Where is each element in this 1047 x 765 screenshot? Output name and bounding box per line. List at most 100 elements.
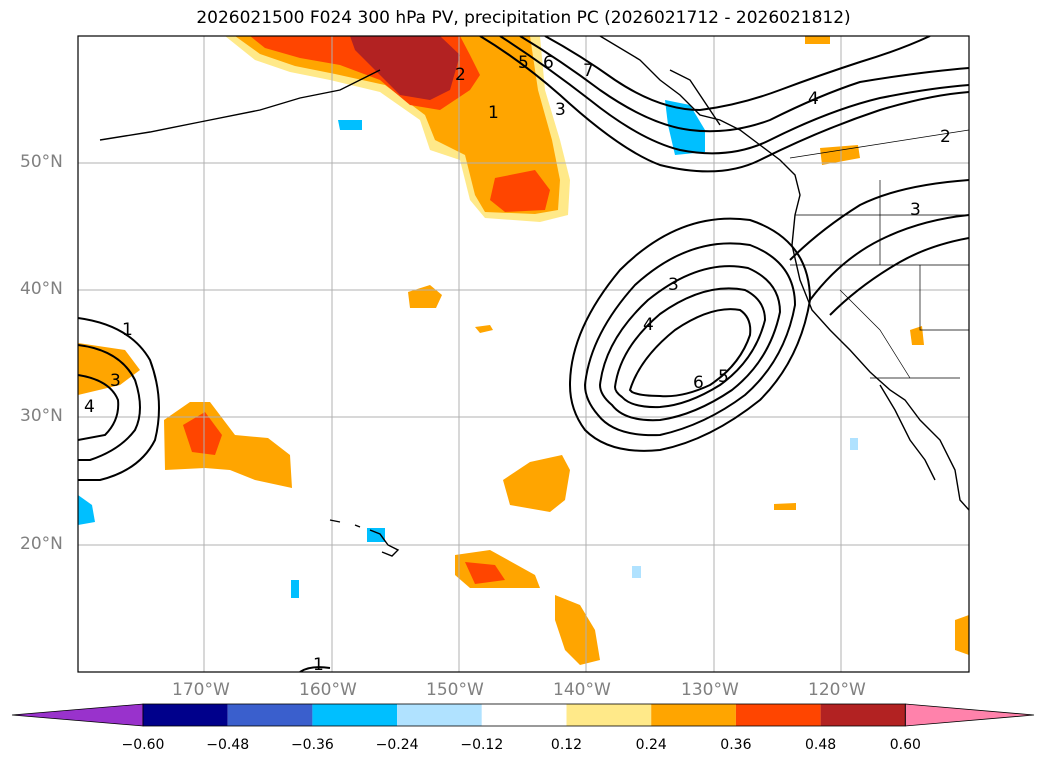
lat-label-30: 30°N xyxy=(20,406,63,426)
precip-neg-2 xyxy=(338,120,362,130)
precip-blob-1 xyxy=(408,285,442,308)
colorbar-tick-label: −0.12 xyxy=(460,737,504,753)
colorbar-tick-label: −0.24 xyxy=(375,737,419,753)
border-canada-us xyxy=(789,129,969,159)
contour-labels: 1 2 3 5 6 7 4 2 3 3 4 6 5 1 3 4 1 xyxy=(84,53,951,675)
pv-contour-west-3 xyxy=(78,374,120,441)
pv-contours xyxy=(78,36,969,672)
contour-label: 4 xyxy=(84,397,95,417)
colorbar-segment xyxy=(312,704,398,726)
lon-label-170w: 170°W xyxy=(172,680,230,700)
contour-label: 3 xyxy=(668,275,679,295)
colorbar-tick-label: 0.36 xyxy=(720,737,752,753)
lon-label-150w: 150°W xyxy=(426,680,484,700)
pv-contour-jet-1 xyxy=(479,36,969,173)
precip-blob-3-core xyxy=(183,412,222,455)
pv-contour-cutoff-5 xyxy=(628,308,752,398)
colorbar-extend-low xyxy=(11,703,144,727)
precip-neg-1 xyxy=(665,100,705,155)
pv-contour-cutoff-1 xyxy=(568,217,812,452)
precip-blob-5-core xyxy=(465,562,505,584)
lat-label-20: 20°N xyxy=(20,534,63,554)
colorbar-tick-label: −0.36 xyxy=(290,737,334,753)
lat-label-50: 50°N xyxy=(20,152,63,172)
colorbar-segment xyxy=(651,704,736,726)
coast-baja xyxy=(879,384,936,481)
border-states-5 xyxy=(839,289,911,379)
contour-label: 4 xyxy=(808,89,819,109)
map-frame xyxy=(77,35,970,673)
lon-label-120w: 120°W xyxy=(808,680,866,700)
pv-contour-cutoff-4 xyxy=(613,287,767,409)
colorbar-tick-label: 0.24 xyxy=(635,737,667,753)
colorbar-extend-high xyxy=(904,703,1035,727)
colorbar-segment xyxy=(481,704,567,726)
contour-label: 1 xyxy=(122,320,133,340)
pv-contour-jet-4 xyxy=(544,36,931,112)
colorbar-segments xyxy=(11,703,1035,727)
pv-contour-cutoff-3 xyxy=(598,265,782,422)
precip-neg-6 xyxy=(632,566,641,578)
precip-blob-e2 xyxy=(955,615,969,655)
contour-label: 5 xyxy=(518,53,529,73)
colorbar-segment xyxy=(397,704,482,726)
precip-neg-7 xyxy=(850,438,858,450)
coast-hawaii xyxy=(329,519,400,557)
contour-label: 5 xyxy=(718,367,729,387)
precip-area-gulf-alaska-mid xyxy=(235,36,560,214)
pv-contour-south-2 xyxy=(809,214,969,301)
precip-area-core xyxy=(490,170,550,212)
precip-blob-4 xyxy=(503,455,570,512)
precip-blob-e1 xyxy=(820,145,860,165)
pv-contour-jet-3 xyxy=(519,36,969,133)
precip-blob-6 xyxy=(555,595,600,665)
contour-label: 1 xyxy=(488,103,499,123)
colorbar-tick-label: −0.48 xyxy=(206,737,250,753)
contour-label: 6 xyxy=(543,53,554,73)
colorbar-segment xyxy=(143,704,228,726)
borders xyxy=(789,129,969,379)
pv-contour-west-2 xyxy=(78,344,141,461)
pv-contour-bottom xyxy=(299,666,331,672)
border-states-4 xyxy=(919,265,969,331)
colorbar-segment xyxy=(566,704,652,726)
contour-label: 4 xyxy=(643,315,654,335)
colorbar-segment xyxy=(735,704,821,726)
pv-contour-jet-2 xyxy=(499,36,969,155)
contour-label: 3 xyxy=(910,200,921,220)
precip-blob-e5 xyxy=(805,36,830,44)
precip-blob-e4 xyxy=(910,326,924,345)
map-title: 2026021500 F024 300 hPa PV, precipitatio… xyxy=(196,8,851,28)
colorbar-border xyxy=(142,703,906,727)
grid-lines xyxy=(78,36,969,672)
precip-neg-3 xyxy=(78,495,95,525)
contour-label: 7 xyxy=(583,61,594,81)
contour-label: 3 xyxy=(110,371,121,391)
colorbar-segment xyxy=(820,704,906,726)
pv-contour-south-1 xyxy=(789,179,969,261)
contour-label: 2 xyxy=(455,65,466,85)
precip-blob-e3 xyxy=(774,503,796,510)
precip-blob-2 xyxy=(475,325,493,333)
lat-label-40: 40°N xyxy=(20,279,63,299)
lon-label-130w: 130°W xyxy=(681,680,739,700)
contour-label: 6 xyxy=(693,373,704,393)
precipitation-fill xyxy=(78,36,969,665)
map-plot: 1 2 3 5 6 7 4 2 3 3 4 6 5 1 3 4 1 xyxy=(77,35,970,675)
colorbar-segment xyxy=(227,704,313,726)
precip-area-gulf-alaska-max xyxy=(350,36,460,100)
precip-neg-4 xyxy=(291,580,299,598)
lon-label-160w: 160°W xyxy=(299,680,357,700)
colorbar-tick-label: 0.12 xyxy=(550,737,583,753)
precip-neg-5 xyxy=(367,528,385,542)
pv-contour-cutoff-2 xyxy=(583,242,797,437)
precip-blob-west xyxy=(78,343,140,395)
contour-label: 1 xyxy=(313,655,324,675)
coast-bc-islands xyxy=(669,69,721,126)
lon-label-140w: 140°W xyxy=(553,680,611,700)
colorbar-tick-label: −0.60 xyxy=(121,737,165,753)
colorbar-tick-label: 0.48 xyxy=(805,737,837,753)
contour-label: 2 xyxy=(940,127,951,147)
contour-label: 3 xyxy=(555,100,566,120)
pv-contour-south-3 xyxy=(829,237,969,316)
